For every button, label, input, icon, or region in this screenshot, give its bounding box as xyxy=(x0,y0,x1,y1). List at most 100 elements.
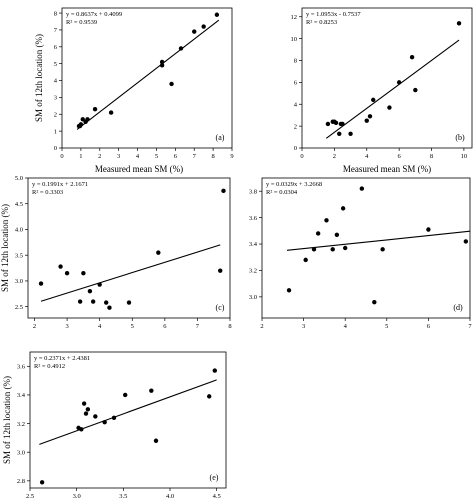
y-tick-label: 3.8 xyxy=(249,188,257,195)
data-point xyxy=(159,63,165,68)
data-point xyxy=(330,247,335,252)
x-tick-label: 4.0 xyxy=(166,493,174,500)
data-point xyxy=(83,411,89,416)
data-point xyxy=(387,105,392,110)
y-tick-label: 7 xyxy=(54,27,58,34)
x-tick-label: 5 xyxy=(155,153,158,160)
data-point xyxy=(413,87,418,93)
x-tick-label: 7 xyxy=(468,323,472,330)
x-axis-label: Measured mean SM (%) xyxy=(95,164,183,174)
data-point xyxy=(81,401,87,406)
y-tick-label: 8 xyxy=(294,58,297,65)
y-tick-label: 5.0 xyxy=(15,175,23,182)
x-tick-label: 10 xyxy=(461,153,468,160)
regression-line xyxy=(286,230,471,251)
data-point xyxy=(169,81,174,87)
regression-line xyxy=(39,379,217,445)
data-point xyxy=(324,218,329,223)
y-tick-label: 12 xyxy=(291,14,298,21)
x-tick-label: 7 xyxy=(196,323,200,330)
data-point xyxy=(108,110,114,115)
data-point xyxy=(64,271,70,276)
data-point xyxy=(426,227,431,232)
y-tick-label: 4.0 xyxy=(15,227,23,234)
data-point xyxy=(364,118,369,123)
data-point xyxy=(103,300,109,305)
y-tick-label: 2 xyxy=(294,123,297,130)
y-tick-label: 0 xyxy=(294,145,297,152)
data-point xyxy=(38,281,44,286)
data-point xyxy=(178,46,184,51)
y-axis-label: SM of 12th location (%) xyxy=(2,376,12,464)
r-squared: R² = 0.0304 xyxy=(266,189,298,196)
data-point xyxy=(102,419,107,425)
regression-equation: y = 1.0953x - 0.7537 xyxy=(306,11,361,18)
y-tick-label: 0 xyxy=(54,145,57,152)
y-tick-label: 3.0 xyxy=(15,278,23,285)
y-tick-label: 6 xyxy=(294,80,298,87)
x-tick-label: 4 xyxy=(344,323,348,330)
x-tick-label: 1 xyxy=(79,153,82,160)
data-point xyxy=(39,480,45,485)
plot-frame xyxy=(27,177,231,319)
x-tick-label: 4 xyxy=(365,153,369,160)
data-point xyxy=(337,131,342,136)
y-tick-label: 2.5 xyxy=(15,304,23,311)
x-tick-label: 2 xyxy=(260,323,263,330)
data-point xyxy=(93,414,98,419)
data-point xyxy=(78,122,84,127)
data-point xyxy=(90,299,96,304)
x-tick-label: 2 xyxy=(333,153,336,160)
data-point xyxy=(348,131,353,136)
panel-label: (e) xyxy=(210,473,219,482)
data-point xyxy=(333,120,339,126)
y-tick-label: 2.8 xyxy=(17,478,25,485)
x-tick-label: 8 xyxy=(430,153,433,160)
x-tick-label: 4 xyxy=(136,153,140,160)
y-tick-label: 3.4 xyxy=(17,392,26,399)
regression-line xyxy=(40,244,221,302)
x-tick-label: 9 xyxy=(230,153,233,160)
regression-equation: y = 0.2371x + 2.4381 xyxy=(34,355,90,362)
x-tick-label: 6 xyxy=(427,323,431,330)
data-point xyxy=(85,117,90,122)
r-squared: R² = 0.4912 xyxy=(34,363,65,370)
x-tick-label: 6 xyxy=(163,323,167,330)
data-point xyxy=(153,438,159,443)
data-point xyxy=(207,394,212,399)
y-tick-label: 3.2 xyxy=(249,268,257,275)
plot-frame xyxy=(301,7,473,149)
x-tick-label: 0 xyxy=(300,153,303,160)
y-tick-label: 3.5 xyxy=(15,252,23,259)
data-point xyxy=(311,247,317,252)
x-tick-label: 2 xyxy=(33,323,36,330)
x-tick-label: 5 xyxy=(131,323,134,330)
data-point xyxy=(126,300,132,305)
y-tick-label: 4 xyxy=(294,101,298,108)
data-point xyxy=(463,239,469,244)
data-point xyxy=(212,368,217,373)
y-tick-label: 3.2 xyxy=(17,421,25,428)
y-tick-label: 5 xyxy=(54,61,57,68)
plot-frame xyxy=(61,7,233,149)
data-point xyxy=(396,80,402,85)
panel-label: (c) xyxy=(216,303,225,312)
y-tick-label: 3.6 xyxy=(17,364,26,371)
data-point xyxy=(97,282,102,287)
data-point xyxy=(80,117,85,122)
y-tick-label: 3.6 xyxy=(249,215,258,222)
r-squared: R² = 0.3303 xyxy=(32,189,63,196)
x-tick-label: 6 xyxy=(174,153,178,160)
y-tick-label: 4.5 xyxy=(15,201,23,208)
data-point xyxy=(192,29,197,34)
data-point xyxy=(149,388,154,393)
data-point xyxy=(92,107,98,112)
data-point xyxy=(334,232,340,237)
x-tick-label: 4 xyxy=(98,323,102,330)
x-tick-label: 3 xyxy=(65,323,68,330)
x-tick-label: 3 xyxy=(117,153,120,160)
regression-equation: y = 0.1991x + 2.1671 xyxy=(32,181,88,188)
data-point xyxy=(107,305,112,310)
data-point xyxy=(85,407,91,412)
